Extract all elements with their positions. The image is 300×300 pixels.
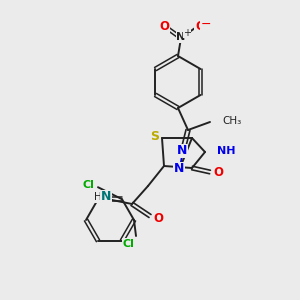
Text: O: O — [153, 212, 163, 224]
Text: H: H — [94, 192, 102, 202]
Text: −: − — [201, 17, 211, 31]
Text: N: N — [176, 32, 186, 42]
Text: CH₃: CH₃ — [222, 116, 241, 126]
Text: N: N — [174, 163, 184, 176]
Text: O: O — [159, 20, 169, 32]
Text: O: O — [213, 167, 223, 179]
Text: O: O — [195, 20, 205, 32]
Text: Cl: Cl — [122, 239, 134, 249]
Text: NH: NH — [217, 146, 236, 156]
Text: N: N — [177, 145, 187, 158]
Text: Cl: Cl — [82, 180, 94, 190]
Text: N: N — [101, 190, 111, 203]
Text: +: + — [183, 28, 191, 38]
Text: S: S — [151, 130, 160, 143]
